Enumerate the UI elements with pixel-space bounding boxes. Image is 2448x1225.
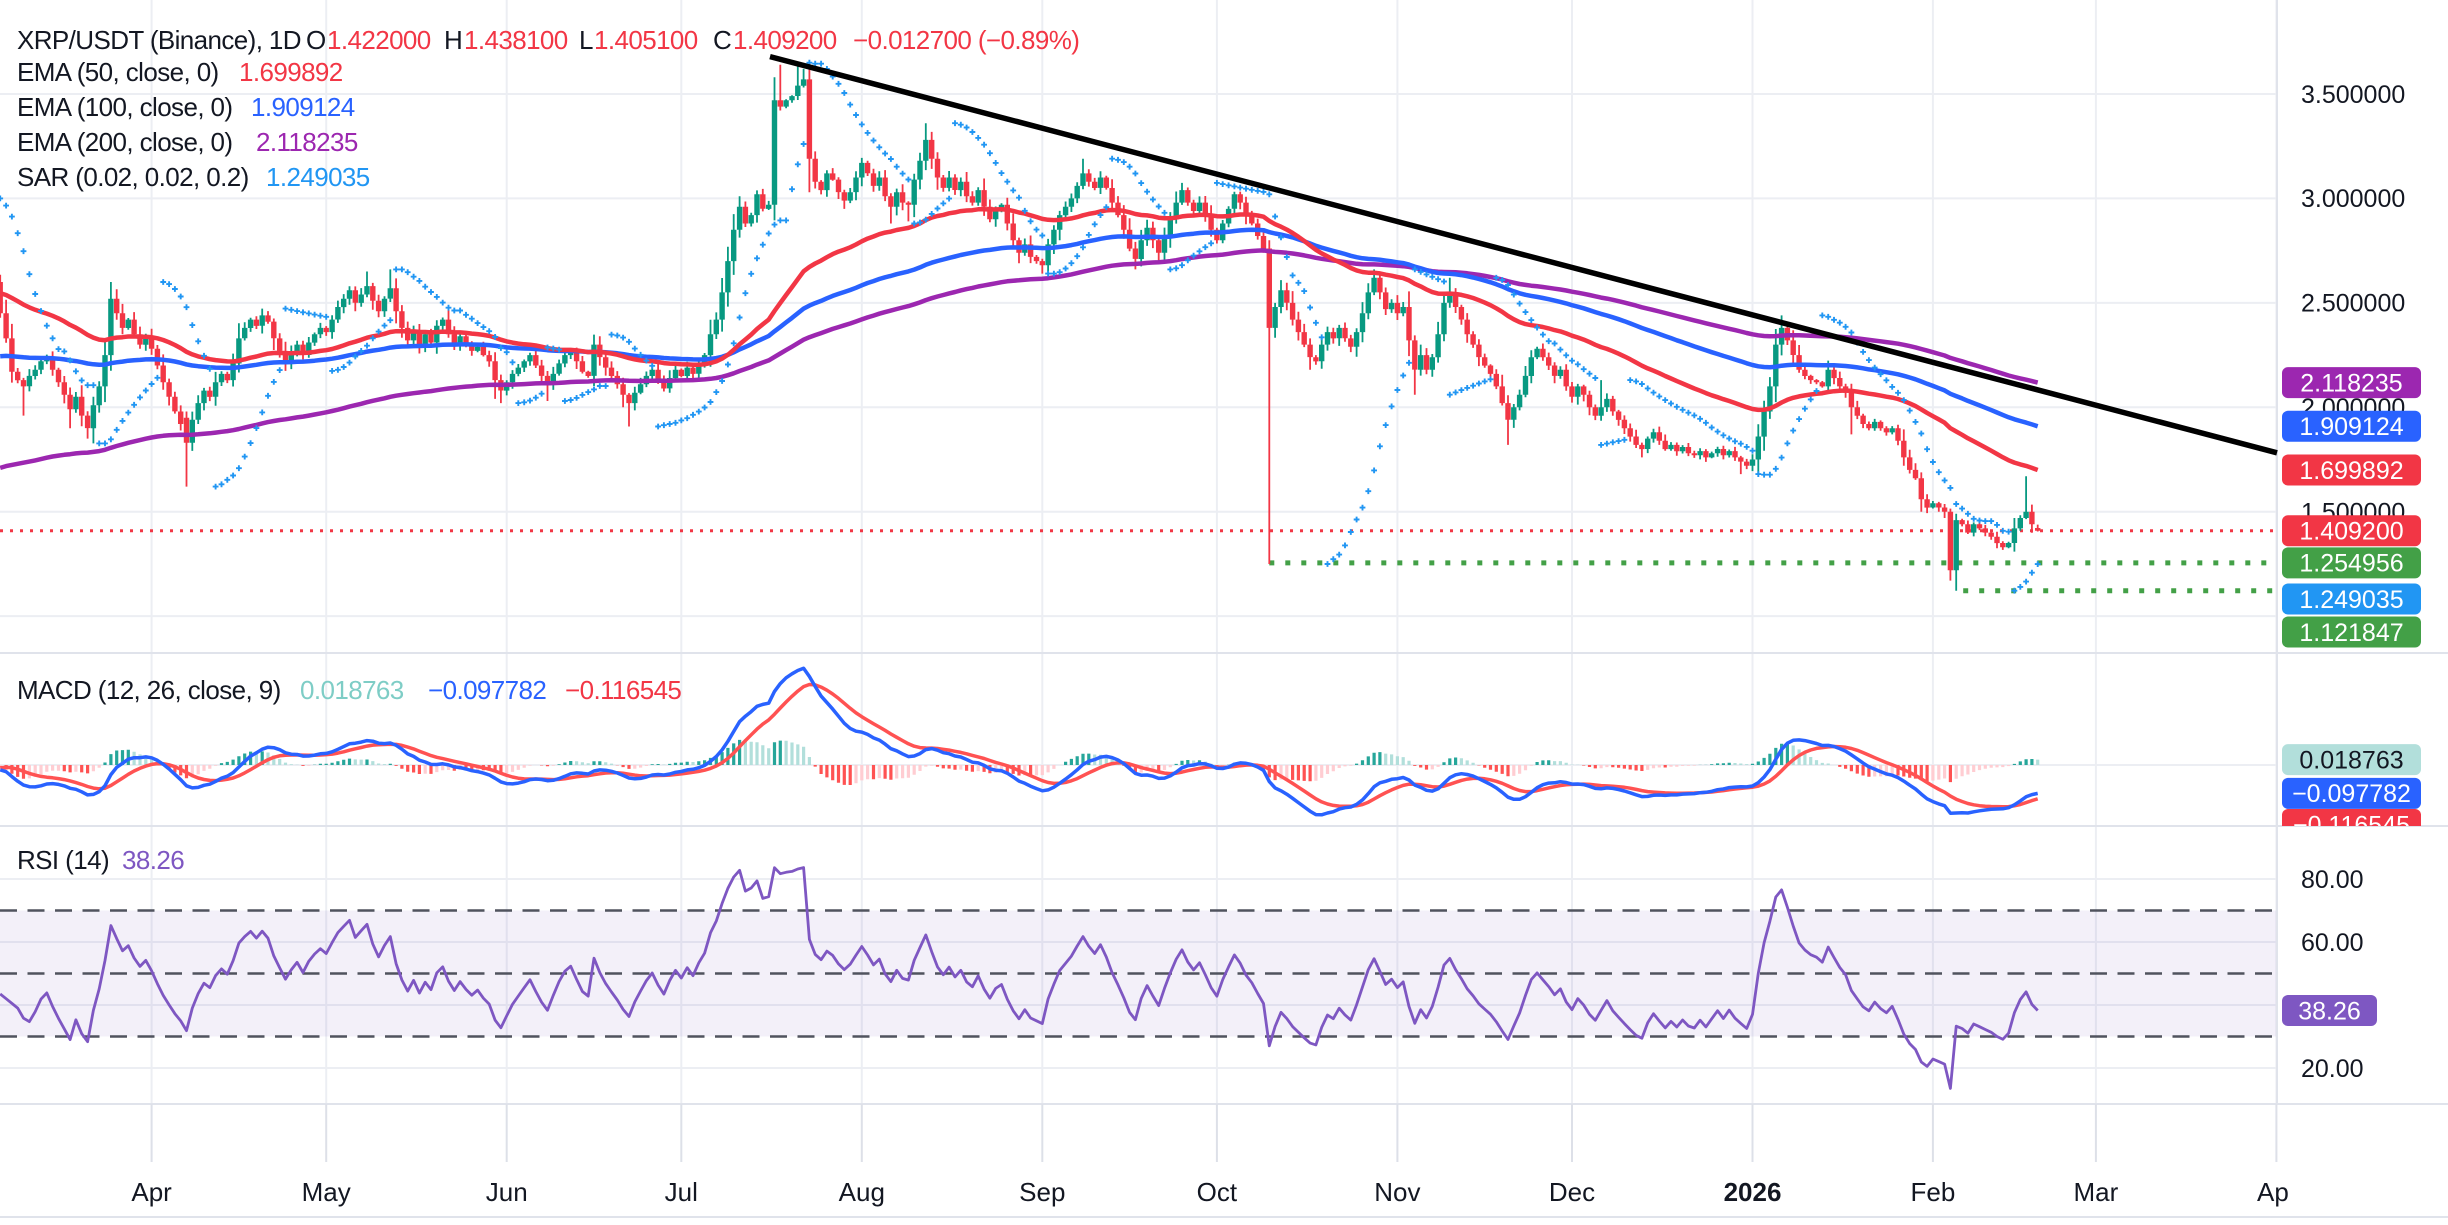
svg-text:O: O: [306, 25, 326, 55]
svg-text:1.909124: 1.909124: [2299, 413, 2403, 441]
svg-text:−0.116545: −0.116545: [565, 675, 681, 705]
svg-text:Oct: Oct: [1197, 1177, 1238, 1207]
svg-text:Apr: Apr: [131, 1177, 172, 1207]
svg-text:−0.012700 (−0.89%): −0.012700 (−0.89%): [853, 25, 1079, 55]
svg-text:3.000000: 3.000000: [2301, 185, 2405, 213]
svg-text:38.26: 38.26: [2298, 997, 2361, 1025]
svg-text:1.422000: 1.422000: [327, 25, 431, 55]
svg-text:C: C: [713, 25, 731, 55]
svg-text:−0.097782: −0.097782: [428, 675, 546, 705]
svg-text:1.121847: 1.121847: [2299, 619, 2403, 647]
svg-text:1.699892: 1.699892: [239, 57, 343, 87]
svg-text:Jun: Jun: [486, 1177, 528, 1207]
svg-text:1.699892: 1.699892: [2299, 457, 2403, 485]
svg-text:Dec: Dec: [1549, 1177, 1595, 1207]
svg-text:EMA (100, close, 0): EMA (100, close, 0): [17, 92, 232, 122]
svg-text:−0.116545: −0.116545: [2293, 811, 2410, 839]
svg-text:1.249035: 1.249035: [2299, 586, 2403, 614]
svg-text:1.254956: 1.254956: [2299, 550, 2403, 578]
svg-text:L: L: [579, 25, 593, 55]
svg-text:Mar: Mar: [2074, 1177, 2119, 1207]
svg-text:−0.097782: −0.097782: [2292, 780, 2411, 808]
svg-text:Jul: Jul: [665, 1177, 698, 1207]
svg-text:1.438100: 1.438100: [464, 25, 568, 55]
svg-text:Nov: Nov: [1374, 1177, 1420, 1207]
svg-text:3.500000: 3.500000: [2301, 81, 2405, 109]
svg-text:1.909124: 1.909124: [251, 92, 355, 122]
svg-text:Ap: Ap: [2257, 1177, 2289, 1207]
svg-text:2.118235: 2.118235: [256, 127, 358, 157]
svg-text:20.00: 20.00: [2301, 1055, 2364, 1083]
svg-text:38.26: 38.26: [122, 845, 184, 875]
svg-text:2026: 2026: [1724, 1177, 1782, 1207]
svg-text:May: May: [302, 1177, 351, 1207]
svg-text:1.405100: 1.405100: [594, 25, 698, 55]
svg-text:Sep: Sep: [1019, 1177, 1065, 1207]
svg-text:EMA (200, close, 0): EMA (200, close, 0): [17, 127, 232, 157]
svg-text:SAR (0.02, 0.02, 0.2): SAR (0.02, 0.02, 0.2): [17, 162, 249, 192]
svg-text:80.00: 80.00: [2301, 866, 2364, 894]
svg-text:1.409200: 1.409200: [733, 25, 837, 55]
svg-text:Feb: Feb: [1910, 1177, 1955, 1207]
svg-text:60.00: 60.00: [2301, 929, 2364, 957]
svg-text:MACD (12, 26, close, 9): MACD (12, 26, close, 9): [17, 675, 281, 705]
svg-text:1.249035: 1.249035: [266, 162, 370, 192]
svg-text:H: H: [444, 25, 462, 55]
svg-text:2.500000: 2.500000: [2301, 290, 2405, 318]
svg-text:0.018763: 0.018763: [2299, 746, 2403, 774]
svg-text:Aug: Aug: [839, 1177, 885, 1207]
svg-text:EMA (50, close, 0): EMA (50, close, 0): [17, 57, 219, 87]
svg-text:XRP/USDT (Binance), 1D: XRP/USDT (Binance), 1D: [17, 25, 301, 55]
svg-text:RSI (14): RSI (14): [17, 845, 109, 875]
svg-text:0.018763: 0.018763: [300, 675, 404, 705]
svg-text:1.409200: 1.409200: [2299, 518, 2403, 546]
svg-text:2.118235: 2.118235: [2300, 369, 2402, 397]
